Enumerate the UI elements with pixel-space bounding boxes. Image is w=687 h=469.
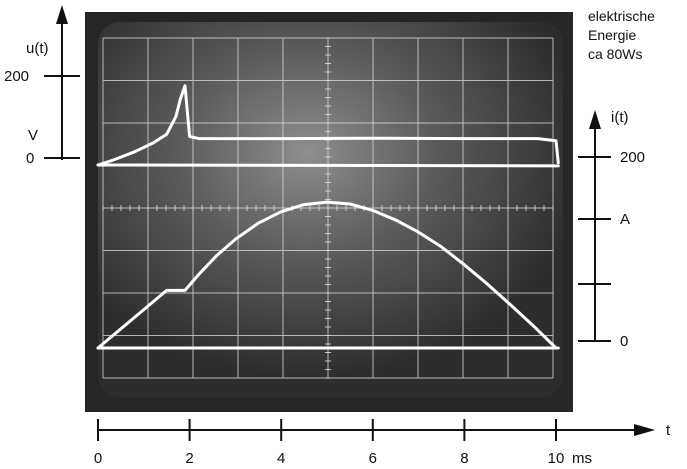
current-axis-arrow-icon bbox=[589, 110, 601, 129]
voltage-zero-trace bbox=[96, 163, 560, 168]
time-axis: t ms 0 2 4 6 8 10 bbox=[94, 419, 671, 467]
voltage-axis: u(t) 200 V 0 bbox=[4, 5, 80, 167]
annotation-line-1: elektrische bbox=[588, 8, 655, 24]
time-axis-arrow-icon bbox=[634, 424, 655, 436]
time-tick-label: 2 bbox=[185, 450, 193, 467]
screen-glow bbox=[98, 22, 563, 397]
time-tick-label: 4 bbox=[277, 450, 285, 467]
current-trace bbox=[96, 200, 558, 350]
annotation-line-3: ca 80Ws bbox=[588, 46, 642, 62]
time-axis-label: t bbox=[666, 422, 671, 439]
traces bbox=[96, 84, 560, 350]
annotation-line-2: Energie bbox=[588, 27, 636, 43]
voltage-tick-label-0: 0 bbox=[26, 150, 34, 167]
current-unit-label: A bbox=[620, 211, 630, 228]
time-tick-label: 10 bbox=[548, 450, 565, 467]
voltage-tick-label-200: 200 bbox=[4, 68, 29, 85]
voltage-unit-label: V bbox=[28, 127, 38, 144]
current-tick-label-0: 0 bbox=[620, 333, 628, 350]
current-axis-label: i(t) bbox=[611, 109, 629, 126]
energy-annotation: elektrische Energie ca 80Ws bbox=[588, 8, 655, 62]
current-axis: i(t) 200 A 0 bbox=[578, 109, 645, 350]
time-tick-label: 0 bbox=[94, 450, 102, 467]
voltage-trace bbox=[96, 84, 560, 167]
current-tick-label-200: 200 bbox=[620, 149, 645, 166]
voltage-axis-label: u(t) bbox=[26, 40, 49, 57]
time-unit-label: ms bbox=[572, 450, 592, 467]
time-tick-label: 6 bbox=[369, 450, 377, 467]
voltage-axis-arrow-icon bbox=[56, 5, 68, 24]
time-tick-label: 8 bbox=[460, 450, 468, 467]
